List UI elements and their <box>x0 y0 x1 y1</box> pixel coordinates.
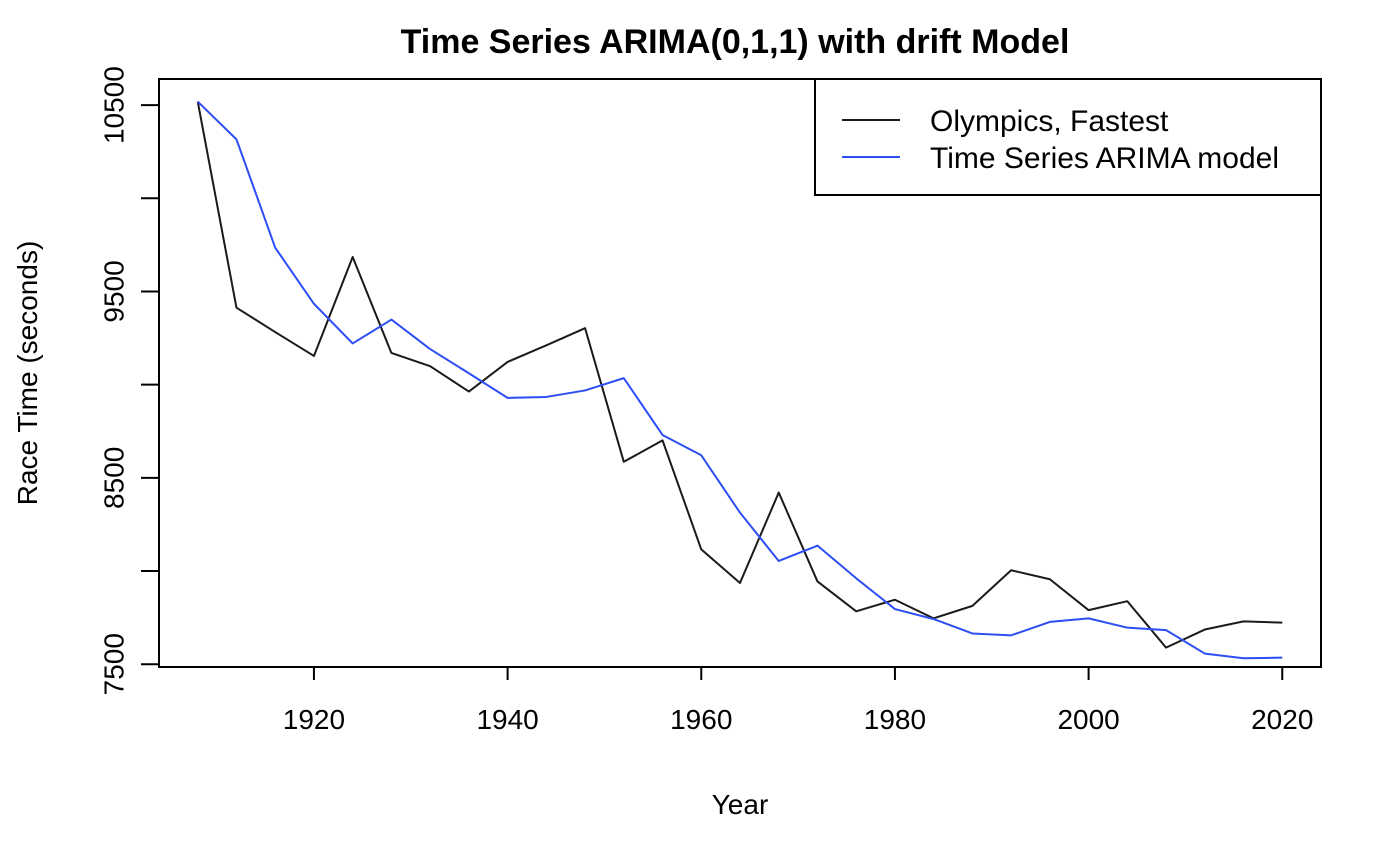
legend-label-olympics: Olympics, Fastest <box>930 105 1169 138</box>
y-tick-label-7500: 7500 <box>98 633 129 695</box>
x-axis: 1920 1940 1960 1980 2000 2020 <box>283 666 1313 735</box>
x-tick-label-1980: 1980 <box>864 704 926 735</box>
chart-title: Time Series ARIMA(0,1,1) with drift Mode… <box>401 23 1070 61</box>
x-tick-label-2000: 2000 <box>1057 704 1119 735</box>
x-tick-label-1960: 1960 <box>670 704 732 735</box>
legend-box <box>814 78 1322 196</box>
series-line-olympics <box>196 101 1283 649</box>
y-axis: 7500 8500 9500 10500 <box>98 66 160 695</box>
y-tick-label-8500: 8500 <box>98 447 129 509</box>
x-tick-label-2020: 2020 <box>1251 704 1313 735</box>
y-axis-label: Race Time (seconds) <box>12 241 43 506</box>
legend: Olympics, Fastest Time Series ARIMA mode… <box>814 78 1322 196</box>
y-tick-label-9500: 9500 <box>98 260 129 322</box>
y-tick-label-10500: 10500 <box>98 66 129 144</box>
series-line-arima <box>197 100 1283 660</box>
legend-label-arima: Time Series ARIMA model <box>930 142 1279 175</box>
x-tick-label-1940: 1940 <box>476 704 538 735</box>
x-axis-label: Year <box>712 789 769 820</box>
x-tick-label-1920: 1920 <box>283 704 345 735</box>
plot-layer <box>196 100 1283 660</box>
